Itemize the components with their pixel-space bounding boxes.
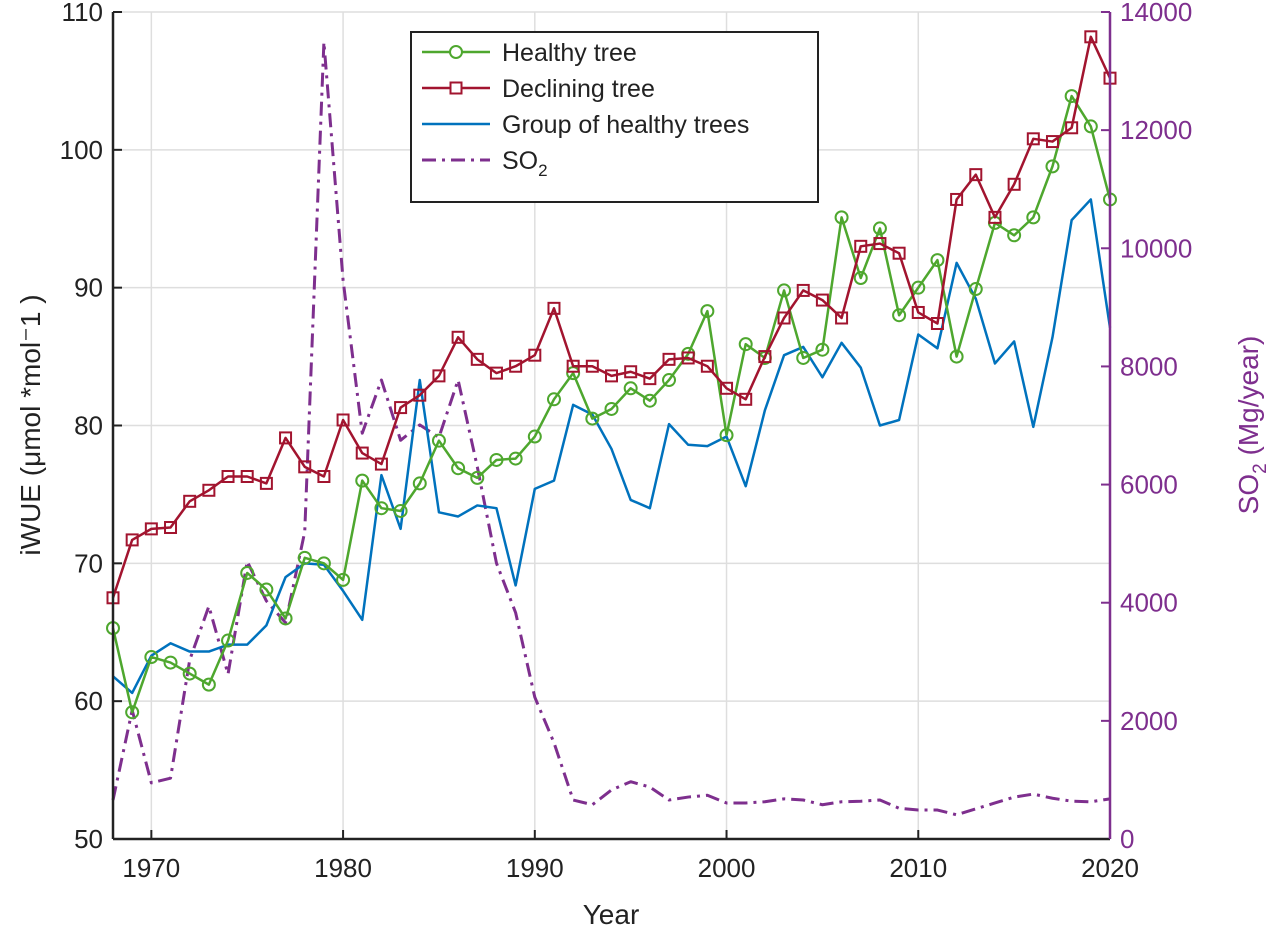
y-tick-label-right: 14000 xyxy=(1120,0,1192,27)
legend: Healthy tree Declining tree Group of healt… xyxy=(411,32,818,202)
legend-label-group-of-healthy-trees: Group of healthy trees xyxy=(502,111,749,139)
y-axis-label-right-rest: (Mg/year) xyxy=(1233,336,1264,464)
y-tick-label-right: 6000 xyxy=(1120,470,1178,500)
legend-label-main: SO xyxy=(502,147,538,175)
y-axis-label-right-sub: 2 xyxy=(1250,463,1271,474)
series-line-group-of-healthy-trees xyxy=(113,199,1110,692)
x-tick-label: 1980 xyxy=(314,853,372,883)
x-tick-label: 2020 xyxy=(1081,853,1139,883)
y-tick-label-right: 12000 xyxy=(1120,115,1192,145)
y-tick-label-right: 2000 xyxy=(1120,706,1178,736)
x-tick-label: 2000 xyxy=(698,853,756,883)
x-axis-label: Year xyxy=(583,899,640,930)
y-tick-label-left: 70 xyxy=(74,548,103,578)
y-tick-label-right: 4000 xyxy=(1120,588,1178,618)
y-tick-label-right: 10000 xyxy=(1120,233,1192,263)
x-tick-label: 2010 xyxy=(889,853,947,883)
y-tick-label-left: 100 xyxy=(60,135,103,165)
legend-label-sub: 2 xyxy=(538,161,547,180)
y-axis-label-right-main: SO xyxy=(1233,474,1264,514)
y-axis-label-left: iWUE (μmol *mol⁻1 ) xyxy=(15,294,46,555)
legend-label-healthy-tree: Healthy tree xyxy=(502,39,637,67)
legend-marker xyxy=(450,46,462,58)
y-tick-label-left: 60 xyxy=(74,686,103,716)
y-tick-label-left: 90 xyxy=(74,273,103,303)
series-group-of-healthy-trees xyxy=(113,199,1110,693)
y-tick-label-left: 50 xyxy=(74,824,103,854)
y-tick-label-left: 80 xyxy=(74,411,103,441)
y-tick-label-right: 0 xyxy=(1120,824,1134,854)
x-tick-label: 1970 xyxy=(122,853,180,883)
x-tick-label: 1990 xyxy=(506,853,564,883)
legend-label-declining-tree: Declining tree xyxy=(502,75,655,103)
legend-marker xyxy=(451,83,462,94)
y-tick-label-right: 8000 xyxy=(1120,351,1178,381)
y-tick-label-left: 110 xyxy=(62,0,103,27)
y-axis-label-right: SO2 (Mg/year) xyxy=(1233,336,1271,515)
